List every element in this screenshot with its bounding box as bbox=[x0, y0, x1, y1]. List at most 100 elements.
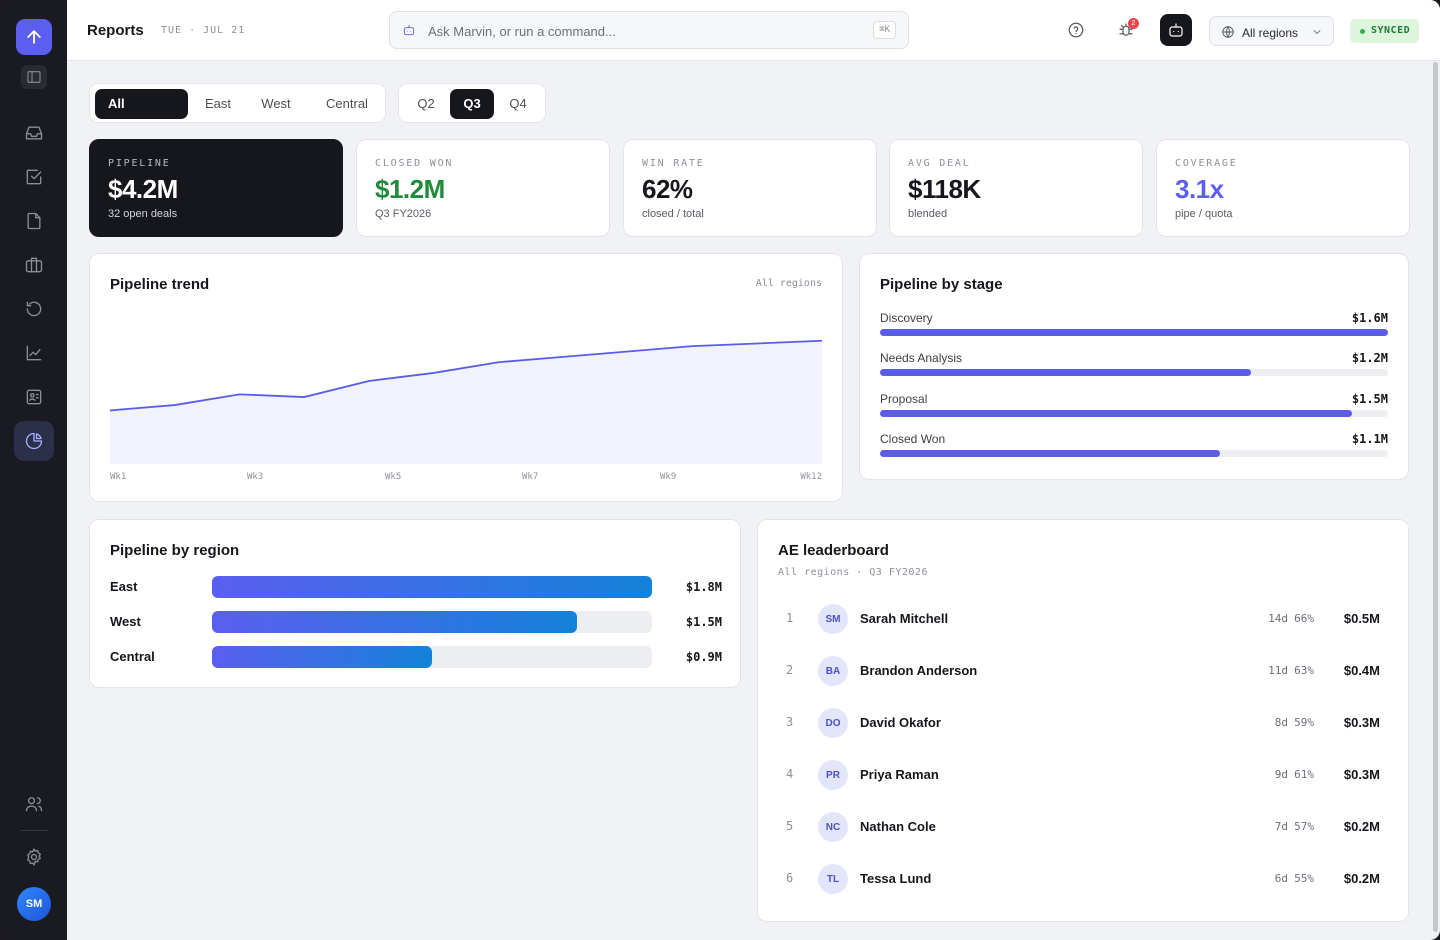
stat-value: $1.2M bbox=[375, 174, 445, 204]
stat-subtext: Q3 FY2026 bbox=[375, 208, 432, 220]
pipeline-trend-chart bbox=[110, 339, 822, 464]
ae-avatar: PR bbox=[818, 760, 848, 790]
stat-value: 3.1x bbox=[1175, 174, 1224, 204]
command-input[interactable]: Ask Marvin, or run a command... bbox=[428, 24, 616, 39]
ae-win-rate: 59% bbox=[1294, 716, 1314, 729]
region-bar-fill bbox=[212, 611, 578, 633]
ae-cycle-days: 7d bbox=[1274, 820, 1288, 833]
sidebar-item-contacts[interactable] bbox=[14, 377, 54, 417]
quarter-filter-q4[interactable]: Q4 bbox=[509, 96, 527, 111]
issues-button[interactable]: 2 bbox=[1110, 14, 1142, 46]
ae-win-rate: 57% bbox=[1294, 820, 1314, 833]
ae-cycle-days: 14d bbox=[1268, 612, 1288, 625]
ae-avatar: NC bbox=[818, 812, 848, 842]
stat-subtext: blended bbox=[908, 208, 948, 220]
ae-cycle-days: 9d bbox=[1274, 768, 1288, 781]
document-icon bbox=[27, 212, 41, 230]
leaderboard-subtitle: All regions · Q3 FY2026 bbox=[778, 567, 928, 578]
leaderboard-row[interactable]: 3 DO David Okafor 8d 59% $0.3M bbox=[778, 703, 1388, 743]
leaderboard-rank: 2 bbox=[786, 663, 794, 677]
region-value: $1.5M bbox=[685, 615, 722, 629]
sidebar-item-history[interactable] bbox=[14, 289, 54, 329]
assistant-button[interactable] bbox=[1160, 14, 1192, 46]
ae-amount: $0.5M bbox=[1343, 611, 1380, 626]
region-row-central: Central $0.9M bbox=[110, 646, 722, 668]
stat-label: AVG DEAL bbox=[908, 158, 971, 169]
user-avatar[interactable]: SM bbox=[17, 887, 51, 921]
sidebar-item-deals[interactable] bbox=[14, 245, 54, 285]
sidebar-item-documents[interactable] bbox=[14, 201, 54, 241]
region-select-value: All regions bbox=[1242, 26, 1299, 40]
region-filter-east[interactable]: East bbox=[204, 96, 231, 111]
stat-card-avg-deal[interactable]: AVG DEAL $118K blended bbox=[889, 139, 1143, 237]
quarter-filter-q2[interactable]: Q2 bbox=[417, 96, 435, 111]
ae-amount: $0.2M bbox=[1343, 819, 1380, 834]
ae-avatar: BA bbox=[818, 656, 848, 686]
arrow-up-icon bbox=[27, 30, 41, 44]
ae-leaderboard-card: AE leaderboard All regions · Q3 FY2026 1… bbox=[757, 519, 1409, 922]
leaderboard-rank: 1 bbox=[786, 611, 794, 625]
region-filter-central[interactable]: Central bbox=[326, 96, 368, 111]
ae-avatar: DO bbox=[818, 708, 848, 738]
region-filter-west[interactable]: West bbox=[261, 96, 291, 111]
current-date: TUE · JUL 21 bbox=[161, 25, 246, 36]
stage-bar-fill bbox=[880, 450, 1221, 457]
leaderboard-row[interactable]: 4 PR Priya Raman 9d 61% $0.3M bbox=[778, 755, 1388, 795]
stat-card-closed-won[interactable]: CLOSED WON $1.2M Q3 FY2026 bbox=[356, 139, 610, 237]
sidebar-item-analytics[interactable] bbox=[14, 333, 54, 373]
leaderboard-rank: 4 bbox=[786, 767, 794, 781]
stat-value: 62% bbox=[642, 174, 693, 204]
ae-win-rate: 61% bbox=[1294, 768, 1314, 781]
region-name: Central bbox=[110, 649, 155, 664]
leaderboard-row[interactable]: 1 SM Sarah Mitchell 14d 66% $0.5M bbox=[778, 599, 1388, 639]
page-title: Reports bbox=[87, 22, 144, 39]
stage-row-proposal: Proposal $1.5M bbox=[880, 392, 1388, 428]
panel-left-icon bbox=[27, 71, 41, 83]
main-scrollbar[interactable] bbox=[1433, 62, 1438, 932]
stat-card-pipeline[interactable]: PIPELINE $4.2M 32 open deals bbox=[89, 139, 343, 237]
stage-bar-fill bbox=[880, 329, 1388, 336]
sidebar-toggle-button[interactable] bbox=[21, 65, 47, 89]
sidebar-item-team[interactable] bbox=[14, 784, 54, 824]
stage-bar-fill bbox=[880, 369, 1251, 376]
stat-card-coverage[interactable]: COVERAGE 3.1x pipe / quota bbox=[1156, 139, 1410, 237]
globe-icon bbox=[1222, 26, 1234, 38]
x-tick-label: Wk3 bbox=[247, 472, 264, 482]
stage-value: $1.1M bbox=[1351, 432, 1388, 446]
leaderboard-row[interactable]: 5 NC Nathan Cole 7d 57% $0.2M bbox=[778, 807, 1388, 847]
quarter-filter-q3[interactable]: Q3 bbox=[450, 89, 494, 119]
stat-value: $4.2M bbox=[108, 174, 178, 204]
command-bar[interactable]: Ask Marvin, or run a command... ⌘K bbox=[389, 11, 909, 49]
x-tick-label: Wk9 bbox=[660, 472, 677, 482]
help-button[interactable] bbox=[1060, 14, 1092, 46]
stage-value: $1.5M bbox=[1351, 392, 1388, 406]
stage-name: Needs Analysis bbox=[880, 351, 963, 365]
sidebar-item-reports[interactable] bbox=[14, 421, 54, 461]
region-select[interactable]: All regions bbox=[1209, 16, 1334, 46]
ae-cycle-days: 6d bbox=[1274, 872, 1288, 885]
stat-label: PIPELINE bbox=[108, 158, 171, 169]
gear-icon bbox=[27, 848, 41, 866]
app-logo-button[interactable] bbox=[16, 19, 52, 55]
inbox-icon bbox=[25, 126, 43, 140]
sidebar-item-settings[interactable] bbox=[14, 837, 54, 877]
stat-card-win-rate[interactable]: WIN RATE 62% closed / total bbox=[623, 139, 877, 237]
ae-cycle-days: 8d bbox=[1274, 716, 1288, 729]
region-bar-fill bbox=[212, 646, 432, 668]
stat-subtext: closed / total bbox=[642, 208, 704, 220]
region-value: $1.8M bbox=[685, 580, 722, 594]
bot-icon bbox=[1169, 23, 1183, 37]
sidebar-item-inbox[interactable] bbox=[14, 113, 54, 153]
card-title: Pipeline by stage bbox=[880, 276, 1003, 293]
region-row-east: East $1.8M bbox=[110, 576, 722, 598]
leaderboard-row[interactable]: 6 TL Tessa Lund 6d 55% $0.2M bbox=[778, 859, 1388, 899]
chevron-down-icon bbox=[1313, 30, 1321, 34]
leaderboard-row[interactable]: 2 BA Brandon Anderson 11d 63% $0.4M bbox=[778, 651, 1388, 691]
stage-row-needs-analysis: Needs Analysis $1.2M bbox=[880, 351, 1388, 387]
sidebar-divider bbox=[20, 830, 48, 831]
stat-label: CLOSED WON bbox=[375, 158, 454, 169]
region-filter-all[interactable]: All bbox=[95, 89, 188, 119]
sidebar-item-tasks[interactable] bbox=[14, 157, 54, 197]
command-shortcut: ⌘K bbox=[873, 21, 896, 39]
ae-name: Sarah Mitchell bbox=[860, 611, 949, 626]
